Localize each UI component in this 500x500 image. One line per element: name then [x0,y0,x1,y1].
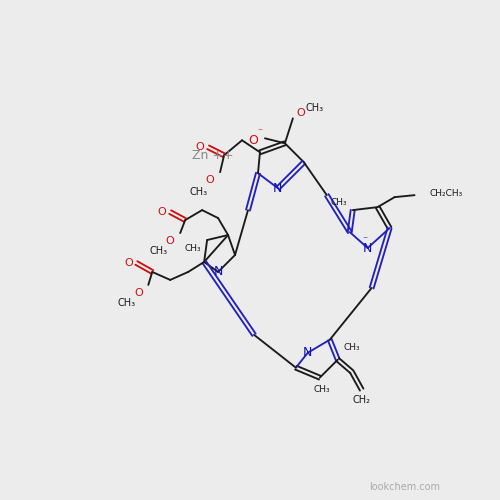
Text: N: N [303,346,312,359]
Text: CH₃: CH₃ [330,198,347,206]
Text: O: O [124,258,132,268]
Text: O: O [158,207,166,217]
Text: CH₂CH₃: CH₂CH₃ [430,188,463,198]
Text: O: O [166,236,174,246]
Text: CH₃: CH₃ [185,244,202,252]
Text: N: N [363,242,372,254]
Text: CH₃: CH₃ [344,343,360,352]
Text: N: N [214,266,223,278]
Text: ⁻: ⁻ [362,235,367,245]
Text: O: O [196,142,204,152]
Text: Zn ++: Zn ++ [192,149,234,162]
Text: O: O [206,175,214,185]
Text: ⁻: ⁻ [258,128,262,138]
Text: CH₂: CH₂ [352,394,370,404]
Text: CH₃: CH₃ [189,187,207,197]
Text: CH₃: CH₃ [118,298,136,308]
Text: CH₃: CH₃ [149,246,168,256]
Text: lookchem.com: lookchem.com [369,482,440,492]
Text: O: O [134,288,142,298]
Text: CH₃: CH₃ [314,385,330,394]
Text: N: N [273,182,282,194]
Text: O: O [248,134,258,147]
Text: CH₃: CH₃ [306,104,324,114]
Text: O: O [296,108,305,118]
